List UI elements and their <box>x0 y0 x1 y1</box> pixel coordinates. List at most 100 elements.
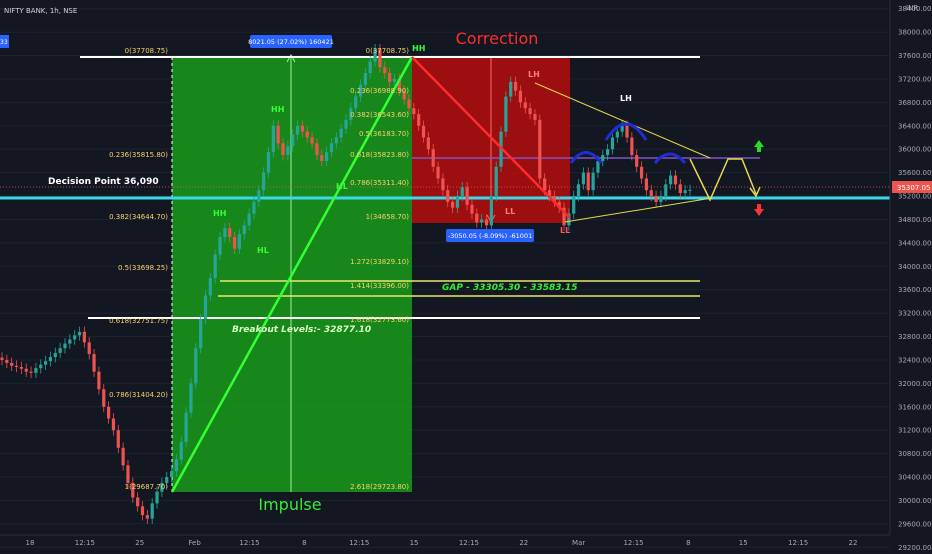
price-tick-label: 36800.00 <box>898 99 931 107</box>
price-tick-label: 33600.00 <box>898 286 931 294</box>
candle-body <box>203 295 208 319</box>
candle-body <box>0 357 4 360</box>
price-axis[interactable]: 38400.00 38000.00 37600.00 37200.00 36800.00… <box>898 5 931 552</box>
time-tick-label: 12:15 <box>623 539 643 547</box>
candle-body <box>354 96 358 109</box>
candle-body <box>373 49 377 62</box>
time-tick-label: 22 <box>849 539 858 547</box>
candle-body <box>363 73 367 85</box>
candle-body <box>223 228 227 238</box>
fib-impulse-0618: 0.618(32751.75) <box>109 317 168 325</box>
candle-body <box>339 128 343 138</box>
candle-body <box>320 155 324 161</box>
candle-body <box>82 331 86 343</box>
fib-corr-1272: 1.272(33829.10) <box>350 258 409 266</box>
swing-label-ll-1: LL <box>505 207 515 216</box>
candle-body <box>606 149 610 156</box>
candle-body <box>247 213 251 226</box>
fib-corr-05: 0.5(36183.70) <box>359 130 409 138</box>
correction-measure-text: -3050.05 (-8.09%) -61001 <box>448 232 532 240</box>
fib-corr-0382: 0.382(36543.60) <box>350 111 409 119</box>
candle-body <box>601 155 605 161</box>
swing-label-ll-2: LL <box>560 226 570 235</box>
candle-body <box>121 447 125 466</box>
fib-corr-0236: 0.236(36988.90) <box>350 87 409 95</box>
candle-body <box>111 418 116 431</box>
time-tick-label: Mar <box>572 539 585 547</box>
candle-body <box>412 108 416 115</box>
candle-body <box>392 78 397 82</box>
candle-body <box>315 143 319 156</box>
candle-body <box>136 497 140 507</box>
candle-body <box>484 219 489 226</box>
candle-body <box>39 364 43 369</box>
candle-body <box>625 125 629 138</box>
time-tick-label: 12:15 <box>349 539 369 547</box>
candle-body <box>630 137 634 156</box>
candle-body <box>533 114 537 120</box>
swing-label-hh-top: HH <box>412 44 425 53</box>
candle-body <box>596 160 600 173</box>
candle-body <box>431 149 435 167</box>
candle-body <box>334 137 338 144</box>
impulse-title: Impulse <box>258 495 321 514</box>
price-tick-label: 29600.00 <box>898 520 931 528</box>
time-axis[interactable]: 18 12:15 25 Feb 12:15 8 12:15 15 12:15 22 Mar 12:15… <box>26 539 858 547</box>
candle-body <box>179 441 183 460</box>
time-tick-label: 15 <box>739 539 748 547</box>
candle-body <box>572 196 576 214</box>
swing-label-hl-2: HL <box>257 246 269 255</box>
current-price-text: 35307.05 <box>897 184 930 192</box>
candle-body <box>586 172 590 191</box>
candle-body <box>10 362 14 366</box>
correction-measure-box <box>446 229 534 242</box>
price-tick-label: 31600.00 <box>898 403 931 411</box>
candle-body <box>426 137 430 150</box>
time-tick-label: 25 <box>135 539 144 547</box>
price-tick-label: 38000.00 <box>898 29 931 37</box>
price-tick-label: 33200.00 <box>898 310 931 318</box>
candle-body <box>262 172 266 191</box>
fib-impulse-0236: 0.236(35815.80) <box>109 151 168 159</box>
time-tick-label: 12:15 <box>239 539 259 547</box>
price-tick-label: 31200.00 <box>898 427 931 435</box>
candle-body <box>242 225 246 235</box>
candle-body <box>281 143 285 156</box>
candle-body <box>194 348 198 384</box>
head-arc <box>604 122 648 141</box>
candle-body <box>44 361 48 365</box>
price-tick-label: 35200.00 <box>898 193 931 201</box>
candle-body <box>688 189 692 191</box>
candle-body <box>368 61 372 74</box>
correction-title: Correction <box>456 29 539 48</box>
price-tick-label: 37200.00 <box>898 75 931 83</box>
candle-body <box>465 187 469 205</box>
candle-body <box>470 204 474 214</box>
price-tick-label: 30400.00 <box>898 474 931 482</box>
candle-body <box>383 67 387 74</box>
candle-body <box>518 90 523 103</box>
candle-body <box>150 503 154 519</box>
price-tick-label: 29200.00 <box>898 544 931 550</box>
candle-body <box>475 213 479 223</box>
price-tick-label: 35600.00 <box>898 169 931 177</box>
candle-body <box>552 196 556 202</box>
fib-corr-1414: 1.414(33396.00) <box>350 282 409 290</box>
candle-body <box>77 331 82 336</box>
candle-body <box>397 78 401 91</box>
candle-body <box>509 81 513 97</box>
candle-body <box>252 201 256 214</box>
down-arrow-icon <box>754 204 764 216</box>
candle-body <box>300 125 304 132</box>
candle-body <box>441 178 445 191</box>
candle-body <box>228 228 232 238</box>
candle-body <box>388 73 392 82</box>
time-tick-label: 22 <box>519 539 528 547</box>
candle-body <box>305 131 309 138</box>
symbol-title: NIFTY BANK, 1h, NSE <box>4 7 77 15</box>
candle-body <box>126 465 130 483</box>
candle-body <box>116 430 120 448</box>
left-shoulder-arc <box>569 151 603 164</box>
